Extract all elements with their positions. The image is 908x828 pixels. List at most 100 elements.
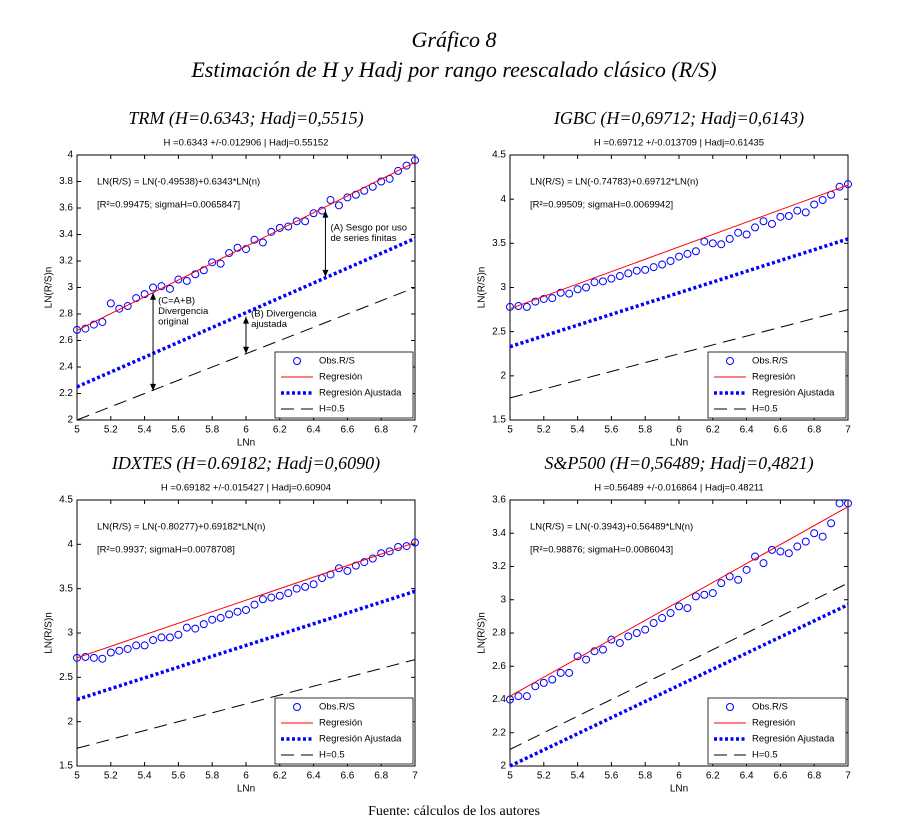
data-point — [98, 654, 107, 663]
legend-label: Obs.R/S — [752, 356, 788, 367]
data-point — [691, 247, 700, 256]
data-point — [641, 265, 650, 274]
x-tick-label: 5.6 — [171, 771, 185, 782]
data-point — [742, 565, 751, 574]
data-point — [351, 561, 360, 570]
x-tick-label: 7 — [412, 771, 418, 782]
legend-label: H=0.5 — [752, 404, 778, 415]
data-point — [658, 614, 667, 623]
chart-title: S&P500 (H=0,56489; Hadj=0,4821) — [544, 453, 813, 474]
y-tick-label: 3.6 — [492, 495, 506, 506]
data-point — [216, 613, 225, 622]
data-point — [98, 317, 107, 326]
x-axis-label: LNn — [237, 784, 255, 795]
annotation: ajustada — [251, 319, 288, 330]
data-point — [793, 542, 802, 551]
data-point — [514, 692, 523, 701]
data-point — [191, 270, 200, 279]
y-tick-label: 2 — [67, 716, 73, 727]
data-point — [258, 238, 267, 247]
y-tick-label: 3.6 — [59, 203, 73, 214]
equation: LN(R/S) = LN(-0.3943)+0.56489*LN(n) — [530, 522, 693, 533]
data-point — [759, 217, 768, 226]
data-point — [411, 156, 419, 165]
panel: S&P500 (H=0,56489; Hadj=0,4821) H =0.5648… — [477, 453, 852, 795]
x-tick-label: 5.6 — [604, 771, 618, 782]
legend-box — [274, 697, 414, 765]
x-tick-label: 5 — [74, 771, 80, 782]
chart-title: TRM (H=0.6343; Hadj=0,5515) — [128, 108, 363, 129]
data-point — [208, 258, 217, 267]
data-point — [258, 595, 267, 604]
data-point — [742, 230, 751, 239]
series-line — [509, 184, 849, 310]
y-tick-label: 2.5 — [59, 672, 73, 683]
data-point — [81, 324, 90, 333]
x-tick-label: 5.8 — [205, 771, 219, 782]
data-point — [810, 529, 819, 538]
data-point — [292, 217, 301, 226]
chart-subtitle: H =0.56489 +/-0.016864 | Hadj=0.48211 — [594, 483, 763, 494]
data-point — [531, 297, 540, 306]
data-point — [233, 243, 242, 252]
y-tick-label: 2.5 — [492, 326, 506, 337]
data-point — [199, 620, 208, 629]
x-tick-label: 6 — [676, 425, 682, 436]
series-line — [509, 309, 849, 399]
data-point — [666, 257, 675, 265]
arrowhead — [150, 292, 157, 300]
y-tick-label: 1.5 — [492, 415, 506, 426]
data-point — [360, 558, 369, 567]
data-point — [734, 575, 743, 584]
data-point — [556, 288, 565, 297]
panel: IGBC (H=0,69712; Hadj=0,6143) H =0.69712 … — [477, 108, 852, 449]
figure-subtitle: Estimación de H y Hadj por rango reescal… — [190, 57, 716, 82]
chart-subtitle: H =0.69712 +/-0.013709 | Hadj=0.61435 — [594, 138, 764, 149]
x-tick-label: 6.4 — [740, 425, 754, 436]
data-point — [182, 623, 191, 632]
data-point — [191, 624, 200, 633]
legend-label: Regresión Ajustada — [752, 388, 835, 399]
x-tick-label: 5.8 — [638, 771, 652, 782]
data-point — [784, 211, 793, 220]
data-point — [216, 259, 225, 268]
x-tick-label: 6.4 — [740, 771, 754, 782]
x-tick-label: 5.8 — [638, 425, 652, 436]
x-tick-label: 6.4 — [307, 425, 321, 436]
data-point — [140, 290, 149, 299]
data-point — [377, 177, 386, 186]
x-tick-label: 6.8 — [374, 771, 388, 782]
data-point — [776, 547, 785, 556]
data-point — [573, 285, 582, 294]
series-line — [509, 237, 849, 349]
data-point — [615, 638, 624, 647]
arrowhead — [322, 269, 329, 277]
x-tick-label: 7 — [845, 771, 851, 782]
x-tick-label: 6 — [676, 771, 682, 782]
y-tick-label: 4 — [67, 539, 73, 550]
legend-box — [274, 351, 414, 419]
data-point — [182, 276, 191, 285]
legend-box — [707, 697, 847, 765]
data-point — [402, 161, 411, 170]
data-point — [649, 263, 658, 272]
data-point — [607, 274, 616, 283]
x-tick-label: 7 — [412, 425, 418, 436]
data-point — [717, 240, 726, 249]
y-tick-label: 2.8 — [492, 628, 506, 639]
data-point — [641, 625, 650, 634]
data-point — [334, 201, 343, 210]
arrowhead — [322, 210, 329, 218]
data-point — [174, 275, 183, 284]
data-point — [514, 302, 523, 311]
x-axis-label: LNn — [670, 784, 688, 795]
panel: TRM (H=0.6343; Hadj=0,5515) H =0.6343 +/-… — [44, 108, 419, 449]
chart-title: IDXTES (H=0.69182; Hadj=0,6090) — [111, 453, 380, 474]
data-point — [675, 252, 683, 261]
x-tick-label: 5.2 — [104, 771, 118, 782]
data-point — [598, 645, 607, 654]
y-tick-label: 3 — [67, 282, 73, 293]
data-point — [615, 272, 624, 281]
data-point — [598, 277, 607, 286]
x-tick-label: 6.8 — [374, 425, 388, 436]
